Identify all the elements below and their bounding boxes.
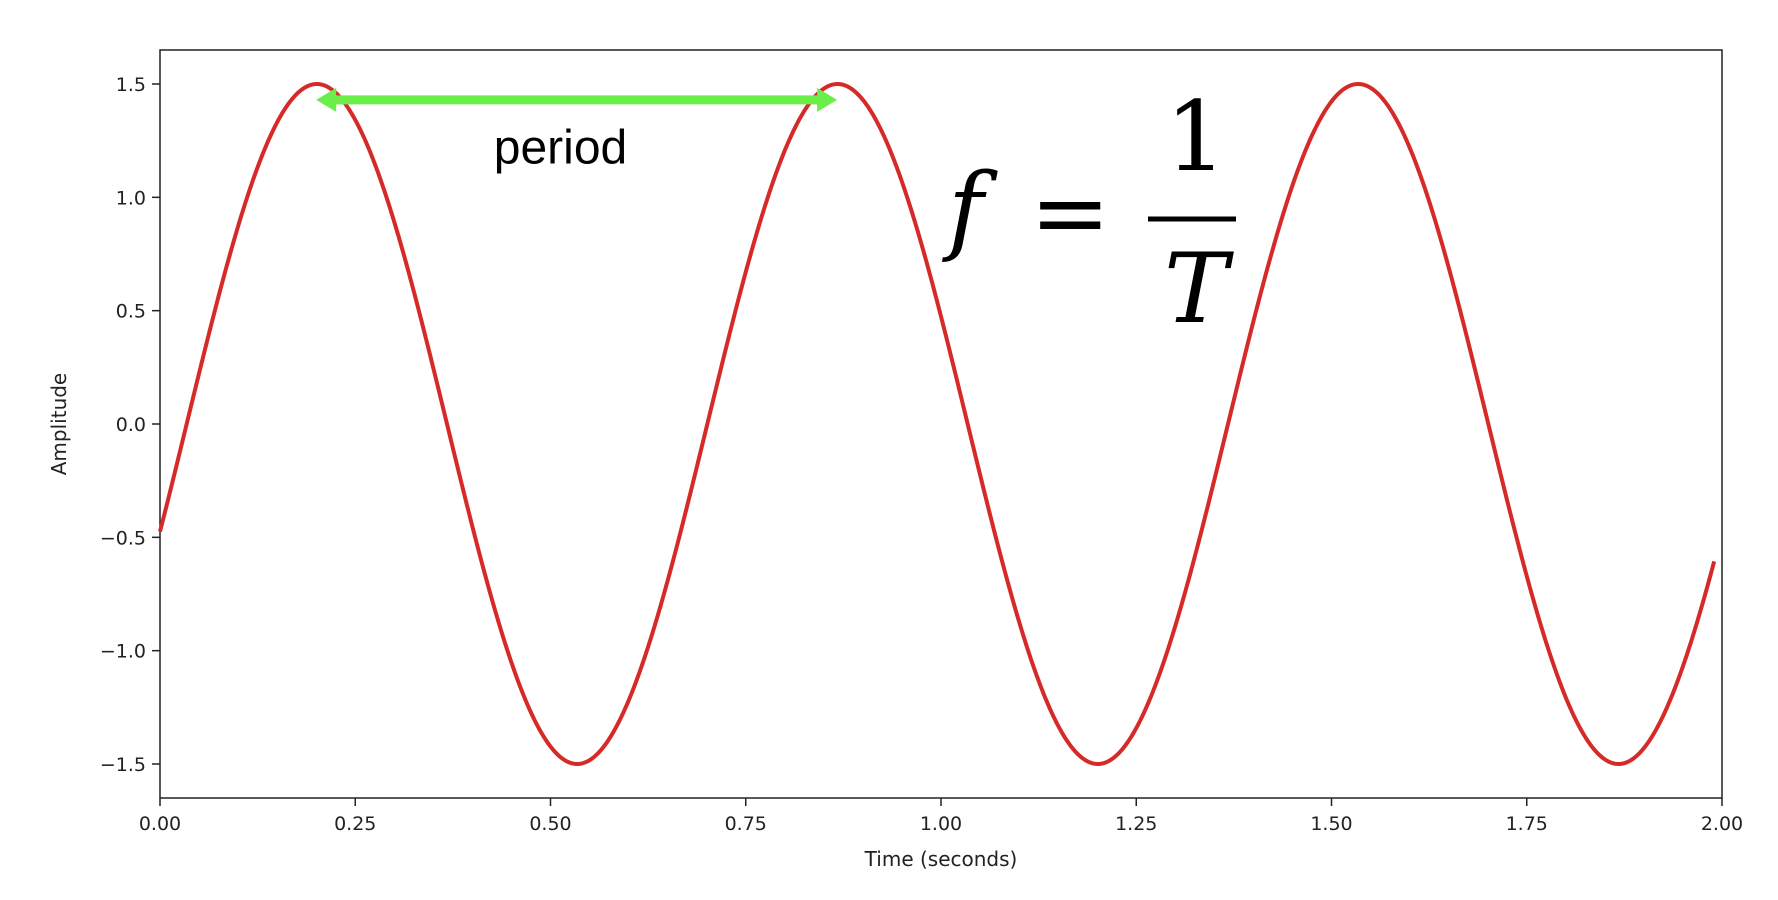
y-tick-label: 1.0: [116, 187, 146, 209]
formula-denominator: T: [1164, 233, 1234, 345]
x-tick-label: 0.25: [334, 813, 376, 835]
annotation-layer: [316, 87, 838, 112]
formula-lhs: f: [942, 153, 998, 265]
y-tick-label: 0.5: [116, 301, 146, 323]
y-tick-label: −1.0: [100, 641, 146, 663]
y-axis-label: Amplitude: [47, 373, 71, 476]
period-arrow-head-left: [316, 87, 337, 112]
period-arrow-head-right: [817, 87, 838, 112]
y-tick-label: 0.0: [116, 414, 146, 436]
y-tick-label: −1.5: [100, 754, 146, 776]
formula-numerator: 1: [1165, 81, 1226, 193]
x-tick-label: 0.75: [725, 813, 767, 835]
x-axis-label: Time (seconds): [864, 847, 1018, 871]
series-layer: [158, 82, 1717, 766]
y-tick-label: −0.5: [100, 527, 146, 549]
x-tick-label: 0.00: [139, 813, 181, 835]
x-tick-label: 0.50: [529, 813, 571, 835]
x-tick-label: 1.25: [1115, 813, 1157, 835]
x-tick-label: 1.50: [1310, 813, 1352, 835]
x-tick-label: 1.00: [920, 813, 962, 835]
frequency-formula: f = 1 T: [942, 81, 1236, 345]
x-tick-label: 2.00: [1701, 813, 1743, 835]
period-label: period: [494, 121, 627, 174]
formula-equals: =: [1030, 157, 1110, 269]
x-axis: 0.00 0.25 0.50 0.75 1.00 1.25 1.50 1.75 2.00: [139, 798, 1743, 835]
x-tick-label: 1.75: [1506, 813, 1548, 835]
y-axis: −1.5 −1.0 −0.5 0.0 0.5 1.0 1.5: [100, 74, 160, 776]
sine-wave-line: [158, 82, 1717, 766]
y-tick-label: 1.5: [116, 74, 146, 96]
